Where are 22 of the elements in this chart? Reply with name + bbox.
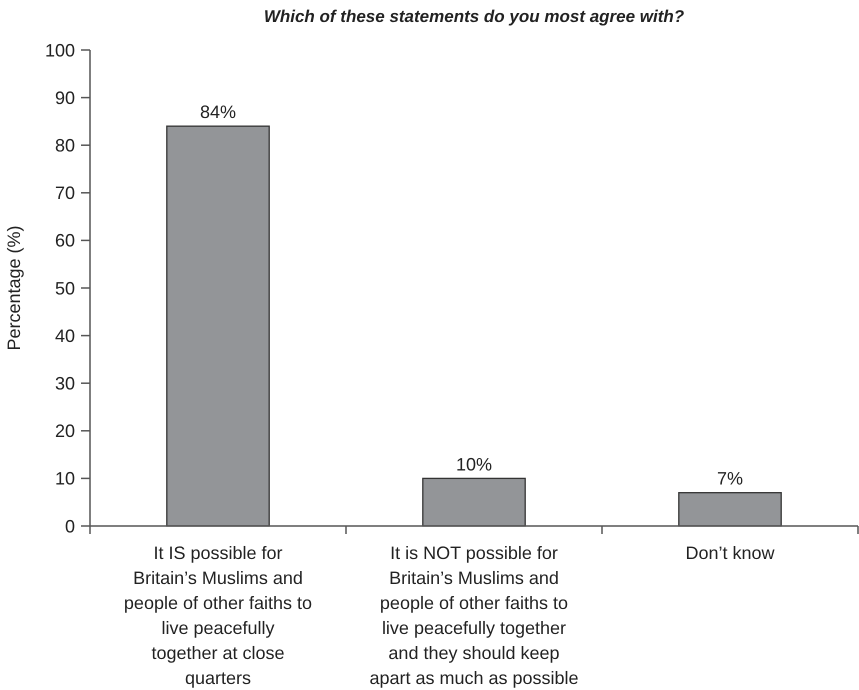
x-tick-label: It IS possible for Britain’s Muslims and people of other faiths to live peacefully together at close quarters [124,543,312,688]
x-tick-label: Don’t know [685,543,776,563]
data-label: 7% [716,468,744,489]
y-tick-label: 20 [54,421,75,442]
data-label: 10% [456,454,492,474]
y-tick-label: 40 [54,326,75,346]
bar [422,478,526,527]
bar [678,492,782,527]
y-tick-label: 10 [54,468,75,489]
y-tick-label: 100 [44,40,75,60]
y-tick-label: 50 [54,278,75,298]
y-tick-label: 60 [54,230,75,251]
y-tick-label: 30 [54,374,75,394]
bar [166,126,270,527]
y-tick-label: 70 [54,183,75,204]
x-tick-label: It is NOT possible for Britain’s Muslims and people of other faiths to live peacefully together and they should keep apart as much as possible [369,543,579,688]
y-tick-label: 80 [54,136,75,156]
y-tick-label: 90 [54,88,75,108]
chart-title: Which of these statements do you most agree with? [264,7,685,26]
y-tick-label: 0 [64,516,75,536]
data-label: 84% [200,102,236,122]
y-axis-title: Percentage (%) [4,225,24,351]
